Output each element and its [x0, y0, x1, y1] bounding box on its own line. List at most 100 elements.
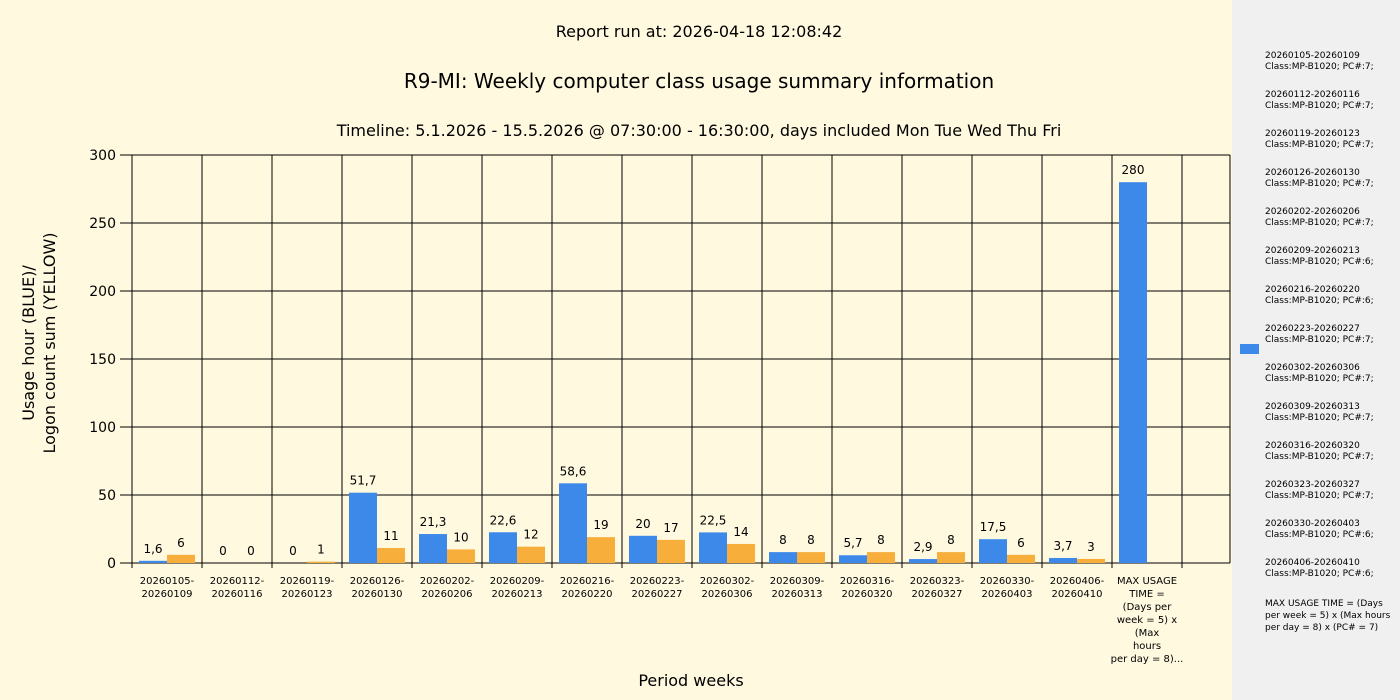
y-tick-label: 100: [89, 420, 116, 436]
x-tick-label: 20260105-20260109: [140, 576, 195, 600]
x-tick-label: 20260112-20260116: [210, 576, 265, 600]
bar-value-label: 0: [219, 544, 227, 558]
bar-value-label: 20: [635, 517, 650, 531]
bar: [447, 549, 475, 563]
y-tick-label: 50: [98, 488, 116, 504]
legend-entry: 20260202-20260206 Class:MP-B1020; PC#:7;: [1265, 207, 1374, 228]
bar-value-label: 10: [453, 530, 468, 544]
bar: [307, 561, 335, 563]
x-tick-label: MAX USAGE TIME = (Days per week = 5) x (Max h…: [1111, 576, 1184, 665]
x-tick-label: 20260223-20260227: [630, 576, 685, 600]
legend-entry: 20260309-20260313 Class:MP-B1020; PC#:7;: [1265, 402, 1374, 423]
legend-entry: 20260126-20260130 Class:MP-B1020; PC#:7;: [1265, 168, 1374, 189]
legend-entry: 20260112-20260116 Class:MP-B1020; PC#:7;: [1265, 90, 1374, 111]
bar: [657, 539, 685, 563]
report-run-time: Report run at: 2026-04-18 12:08:42: [555, 22, 843, 41]
legend-entry: 20260216-20260220 Class:MP-B1020; PC#:6;: [1265, 285, 1374, 306]
y-tick-label: 0: [107, 556, 116, 572]
bar: [769, 552, 797, 563]
x-tick-label: 20260216-20260220: [560, 576, 615, 600]
legend-entry: 20260330-20260403 Class:MP-B1020; PC#:6;: [1265, 519, 1374, 540]
bar: [139, 560, 167, 563]
bar-value-label: 8: [779, 533, 787, 547]
bar: [699, 532, 727, 563]
x-tick-label: 20260309-20260313: [770, 576, 825, 600]
legend-entry: 20260209-20260213 Class:MP-B1020; PC#:6;: [1265, 246, 1374, 267]
x-tick-label: 20260209-20260213: [490, 576, 545, 600]
bar-value-label: 2,9: [913, 540, 932, 554]
x-tick-label: 20260406-20260410: [1050, 576, 1105, 600]
chart-title: R9-MI: Weekly computer class usage summa…: [403, 69, 995, 93]
bar-value-label: 6: [1017, 536, 1025, 550]
bar: [727, 543, 755, 563]
chart-area: Report run at: 2026-04-18 12:08:42 R9-MI…: [19, 22, 1231, 690]
bar-value-label: 22,6: [490, 513, 517, 527]
legend-panel: 20260105-20260109 Class:MP-B1020; PC#:7;…: [1232, 0, 1400, 700]
bar: [937, 552, 965, 563]
bar-value-label: 51,7: [350, 474, 377, 488]
x-tick-label: 20260316-20260320: [840, 576, 895, 600]
bar-value-label: 22,5: [700, 513, 727, 527]
y-tick-label: 300: [89, 148, 116, 164]
x-tick-label: 20260330-20260403: [980, 576, 1035, 600]
y-tick-label: 200: [89, 284, 116, 300]
bar: [797, 552, 825, 563]
bar: [377, 548, 405, 563]
legend-note: MAX USAGE TIME = (Days per week = 5) x (…: [1265, 599, 1391, 633]
bar: [839, 555, 867, 563]
x-tick-label: 20260119-20260123: [280, 576, 335, 600]
legend-entry: 20260302-20260306 Class:MP-B1020; PC#:7;: [1265, 363, 1374, 384]
x-axis-title: Period weeks: [638, 671, 743, 690]
bar-value-label: 11: [383, 529, 398, 543]
x-tick-label: 20260302-20260306: [700, 576, 755, 600]
bar-value-label: 1: [317, 543, 325, 557]
legend-entry: 20260119-20260123 Class:MP-B1020; PC#:7;: [1265, 129, 1374, 150]
legend-swatch: [1240, 344, 1259, 354]
bar: [1007, 554, 1035, 563]
legend-entry: 20260316-20260320 Class:MP-B1020; PC#:7;: [1265, 441, 1374, 462]
bar-value-label: 3,7: [1053, 539, 1072, 553]
bar: [587, 537, 615, 563]
bar: [909, 559, 937, 563]
bar: [559, 483, 587, 563]
bar-value-label: 8: [807, 533, 815, 547]
bar: [517, 546, 545, 563]
bar-value-label: 0: [289, 544, 297, 558]
y-tick-label: 150: [89, 352, 116, 368]
bar-value-label: 14: [733, 525, 748, 539]
bar-value-label: 5,7: [843, 536, 862, 550]
bar: [1077, 558, 1105, 563]
chart-subtitle: Timeline: 5.1.2026 - 15.5.2026 @ 07:30:0…: [336, 121, 1062, 140]
bar: [1119, 182, 1147, 563]
bar: [489, 532, 517, 563]
bar-value-label: 3: [1087, 540, 1095, 554]
legend-list: 20260105-20260109 Class:MP-B1020; PC#:7;…: [1265, 51, 1374, 597]
bar-value-label: 19: [593, 518, 608, 532]
bar: [419, 534, 447, 563]
legend-entry: 20260323-20260327 Class:MP-B1020; PC#:7;: [1265, 480, 1374, 501]
bar-value-label: 6: [177, 536, 185, 550]
bar: [1049, 557, 1077, 563]
bar: [167, 554, 195, 563]
x-tick-label: 20260126-20260130: [350, 576, 405, 600]
y-axis-title: Usage hour (BLUE)/Logon count sum (YELLO…: [19, 232, 59, 453]
bar-value-label: 0: [247, 544, 255, 558]
y-tick-label: 250: [89, 216, 116, 232]
bar-value-label: 21,3: [420, 515, 447, 529]
bar-value-label: 280: [1122, 163, 1145, 177]
bar: [349, 492, 377, 563]
bar-value-label: 12: [523, 528, 538, 542]
x-tick-label: 20260323-20260327: [910, 576, 965, 600]
bar-value-label: 8: [947, 533, 955, 547]
bar-value-label: 58,6: [560, 464, 587, 478]
legend-entry: 20260223-20260227 Class:MP-B1020; PC#:7;: [1265, 324, 1374, 345]
legend-entry: 20260105-20260109 Class:MP-B1020; PC#:7;: [1265, 51, 1374, 72]
legend-entry: 20260406-20260410 Class:MP-B1020; PC#:6;: [1265, 558, 1374, 579]
bar: [629, 535, 657, 563]
bar-value-label: 1,6: [143, 542, 162, 556]
bar-value-label: 17,5: [980, 520, 1007, 534]
bar: [979, 539, 1007, 563]
bar-value-label: 8: [877, 533, 885, 547]
bar: [867, 552, 895, 563]
